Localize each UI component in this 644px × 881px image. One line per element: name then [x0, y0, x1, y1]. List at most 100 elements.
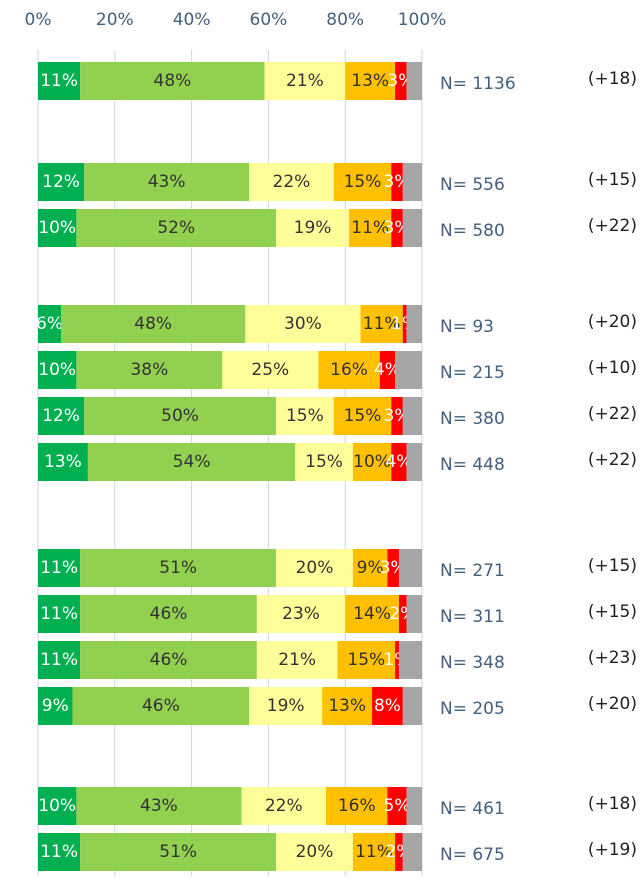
n-label: N= 580	[440, 221, 505, 241]
data-label: 11%	[40, 842, 78, 862]
data-label: 46%	[150, 604, 188, 624]
bar-segment	[333, 397, 392, 435]
data-label: 22%	[273, 172, 311, 192]
change-label: (+15)	[588, 556, 637, 576]
data-label: 13%	[44, 452, 82, 472]
data-label: 10%	[353, 452, 391, 472]
bar-segment	[387, 549, 399, 587]
n-label: N= 675	[440, 845, 505, 865]
change-label: (+23)	[588, 648, 637, 668]
bar-segment	[345, 62, 396, 100]
bar-segment	[352, 549, 388, 587]
bar-segment	[80, 595, 257, 633]
data-label: 30%	[284, 314, 322, 334]
data-label: 43%	[148, 172, 186, 192]
bar-segment	[406, 62, 422, 100]
bar-segment	[276, 397, 334, 435]
data-label: 5%	[384, 796, 411, 816]
bar-segment	[333, 163, 392, 201]
change-label: (+22)	[588, 404, 637, 424]
bar-segment	[402, 305, 407, 343]
bar-segment	[38, 787, 77, 825]
data-label: 11%	[363, 314, 401, 334]
n-label: N= 461	[440, 799, 505, 819]
data-label: 10%	[38, 796, 76, 816]
bar-segment	[38, 833, 81, 871]
data-label: 9%	[357, 558, 384, 578]
data-label: 12%	[42, 406, 80, 426]
bar-segment	[326, 787, 388, 825]
bar-segment	[84, 397, 277, 435]
bar-segment	[395, 641, 399, 679]
bar-segment	[249, 687, 323, 725]
data-label: 48%	[154, 71, 192, 91]
bar-segment	[379, 351, 396, 389]
bar-segment	[391, 163, 403, 201]
data-label: 13%	[351, 71, 389, 91]
data-label: 51%	[159, 558, 197, 578]
data-label: 20%	[296, 842, 334, 862]
data-label: 16%	[338, 796, 376, 816]
data-label: 15%	[344, 406, 382, 426]
data-label: 16%	[330, 360, 368, 380]
bar-segment	[264, 62, 346, 100]
data-label: 23%	[282, 604, 320, 624]
bar-segment	[276, 209, 350, 247]
change-label: (+15)	[588, 602, 637, 622]
bar-segment	[241, 787, 326, 825]
data-label: 14%	[353, 604, 391, 624]
change-label: (+10)	[588, 358, 637, 378]
bar-segment	[349, 209, 392, 247]
bar-segment	[295, 443, 353, 481]
x-tick-label: 20%	[96, 10, 134, 30]
bar-segment	[402, 397, 422, 435]
bar-segment	[72, 687, 250, 725]
data-label: 38%	[130, 360, 168, 380]
bar-segment	[360, 305, 403, 343]
bar-segment	[391, 443, 407, 481]
change-label: (+15)	[588, 170, 637, 190]
data-label: 13%	[328, 696, 366, 716]
bar-segment	[38, 305, 62, 343]
data-label: 46%	[150, 650, 188, 670]
bar-segment	[38, 397, 85, 435]
bar-segment	[76, 209, 277, 247]
x-tick-label: 40%	[173, 10, 211, 30]
data-label: 25%	[251, 360, 289, 380]
data-label: 11%	[355, 842, 393, 862]
change-label: (+22)	[588, 216, 637, 236]
change-label: (+20)	[588, 312, 637, 332]
bar-segment	[76, 787, 242, 825]
change-label: (+19)	[588, 840, 637, 860]
data-label: 51%	[159, 842, 197, 862]
bar-segment	[84, 163, 250, 201]
x-tick-label: 100%	[398, 10, 447, 30]
change-label: (+20)	[588, 694, 637, 714]
bar-segment	[38, 687, 73, 725]
n-label: N= 380	[440, 409, 505, 429]
bar-segment	[406, 443, 422, 481]
n-label: N= 205	[440, 699, 505, 719]
data-label: 9%	[42, 696, 69, 716]
change-label: (+18)	[588, 794, 637, 814]
data-label: 21%	[286, 71, 324, 91]
data-label: 15%	[344, 172, 382, 192]
bar-segment	[387, 787, 407, 825]
bar-segment	[406, 305, 422, 343]
bar-segment	[87, 443, 296, 481]
x-tick-label: 60%	[250, 10, 288, 30]
data-label: 54%	[173, 452, 211, 472]
n-label: N= 215	[440, 363, 505, 383]
data-label: 19%	[294, 218, 332, 238]
data-label: 4%	[374, 360, 401, 380]
bar-segment	[372, 687, 403, 725]
bar-segment	[38, 443, 88, 481]
bar-segment	[402, 209, 422, 247]
bar-segment	[402, 687, 422, 725]
data-label: 19%	[267, 696, 305, 716]
x-tick-label: 80%	[326, 10, 364, 30]
bar-segment	[391, 209, 403, 247]
data-label: 11%	[40, 558, 78, 578]
bar-segment	[395, 62, 407, 100]
